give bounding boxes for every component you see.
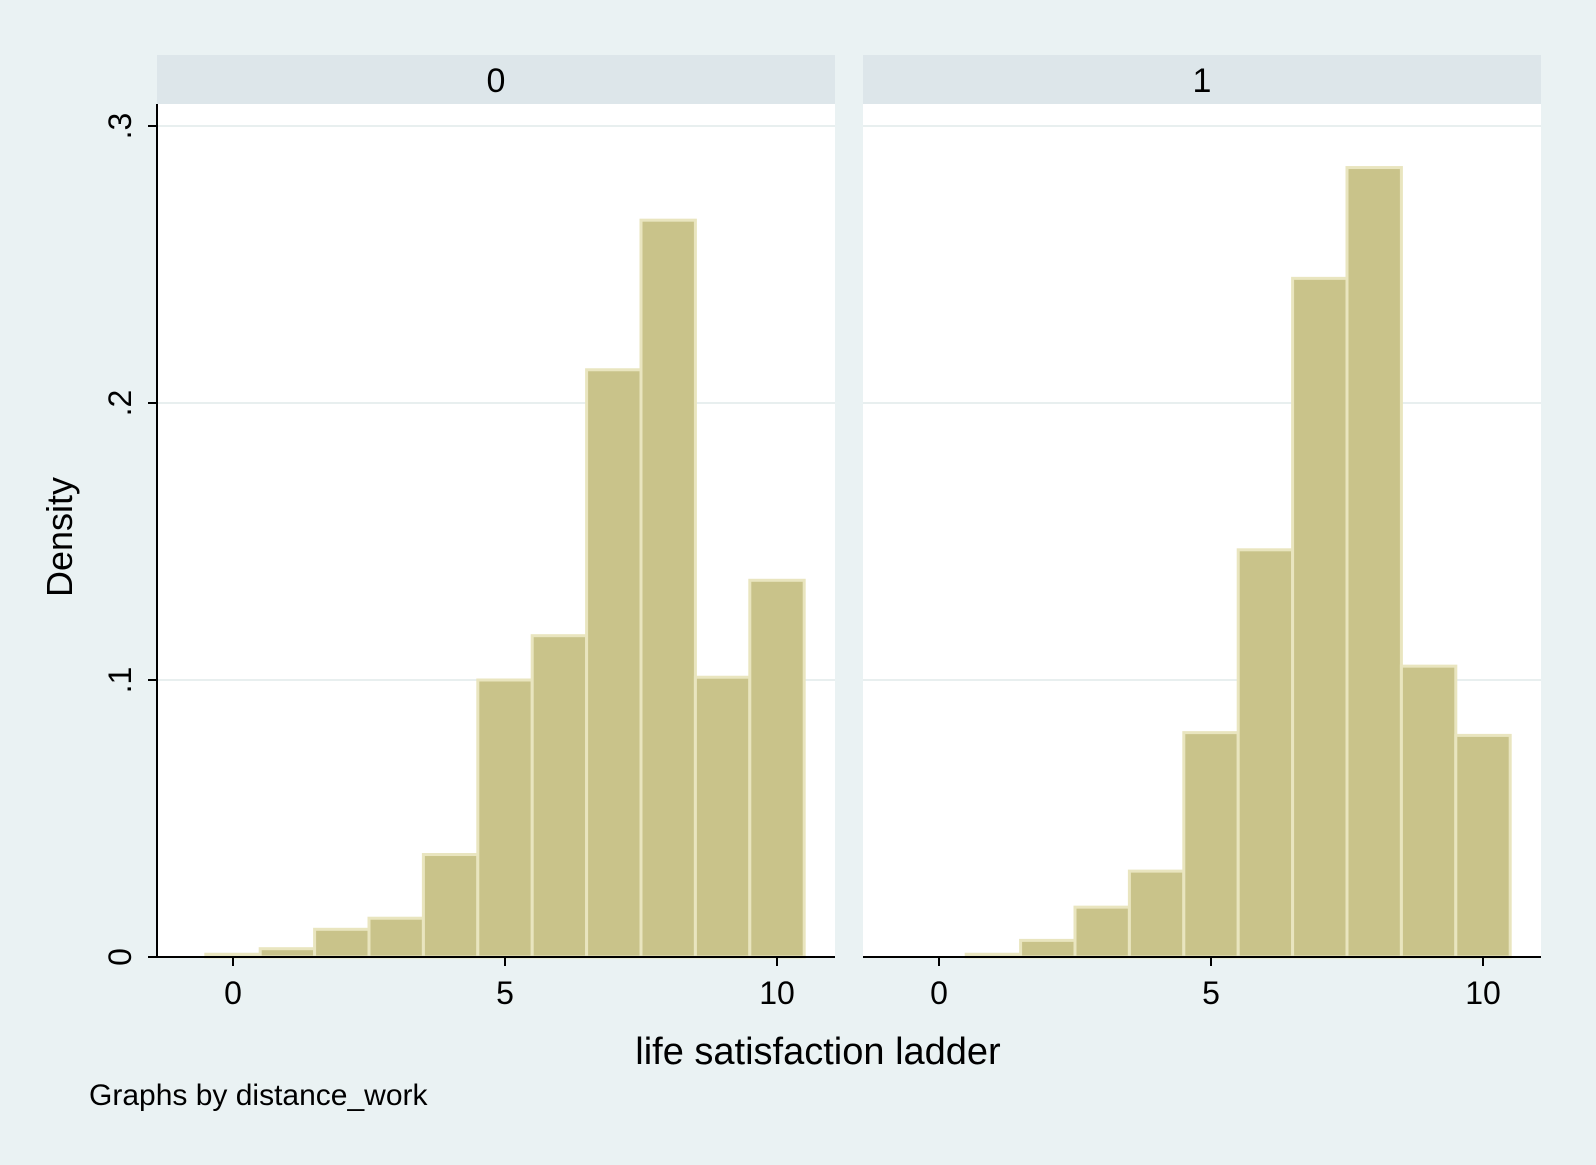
- panel-0-bars: [204, 218, 806, 959]
- panel-0-x-tick-label-10: 10: [759, 975, 795, 1011]
- panel-1-strip: [863, 55, 1541, 104]
- panel-1-bar-8: [1345, 166, 1403, 959]
- graphs-by-note: Graphs by distance_work: [89, 1079, 428, 1112]
- panel-1-bar-4: [1127, 869, 1186, 959]
- panel-1-bar-7: [1291, 276, 1349, 959]
- panel-1-bars: [964, 166, 1512, 959]
- panel-1-bar-3: [1073, 905, 1131, 959]
- panel-0-bar-10: [748, 578, 806, 959]
- panel-1-bar-10: [1454, 733, 1512, 959]
- panel-1-bar-5: [1182, 731, 1240, 959]
- panel-0-strip: [157, 55, 835, 104]
- panel-1-x-ticks: 0 5 10: [930, 957, 1501, 1011]
- panel-0-bar-2: [313, 927, 371, 959]
- panel-0-bar-7: [585, 368, 643, 959]
- panel-0-bar-5: [476, 678, 534, 959]
- y-tick-label-0-2: .2: [102, 390, 138, 417]
- y-tick-label-0-3: .3: [102, 113, 138, 140]
- panel-0-x-tick-label-5: 5: [496, 975, 514, 1011]
- panel-1-bar-2: [1019, 938, 1077, 959]
- y-tick-label-0: 0: [102, 948, 138, 966]
- panel-0-title: 0: [487, 62, 506, 100]
- y-axis-ticks: 0 .1 .2 .3: [102, 113, 157, 966]
- panel-1-x-tick-label-0: 0: [930, 975, 948, 1011]
- panel-1-title: 1: [1193, 62, 1212, 100]
- panel-0-bar-8: [639, 218, 697, 959]
- panel-1-bar-9: [1399, 664, 1458, 959]
- y-tick-label-0-1: .1: [102, 667, 138, 694]
- panel-0-bar-6: [530, 634, 589, 959]
- panel-1: 1 0 5 10: [863, 55, 1541, 1011]
- panel-0-x-tick-label-0: 0: [224, 975, 242, 1011]
- panel-1-bar-6: [1236, 548, 1295, 959]
- panel-0-bar-9: [693, 675, 752, 959]
- panel-1-x-tick-label-5: 5: [1202, 975, 1220, 1011]
- panel-0-bar-4: [421, 853, 480, 959]
- panel-0-bar-3: [367, 916, 425, 959]
- panel-0-x-ticks: 0 5 10: [224, 957, 795, 1011]
- panel-1-x-tick-label-10: 10: [1465, 975, 1501, 1011]
- x-axis-title: life satisfaction ladder: [635, 1031, 1001, 1073]
- y-axis: 0 .1 .2 .3: [102, 104, 158, 966]
- y-axis-title: Density: [39, 477, 80, 597]
- panel-0-bar-1: [258, 947, 317, 959]
- panel-0: 0 0 5 10: [157, 55, 835, 1011]
